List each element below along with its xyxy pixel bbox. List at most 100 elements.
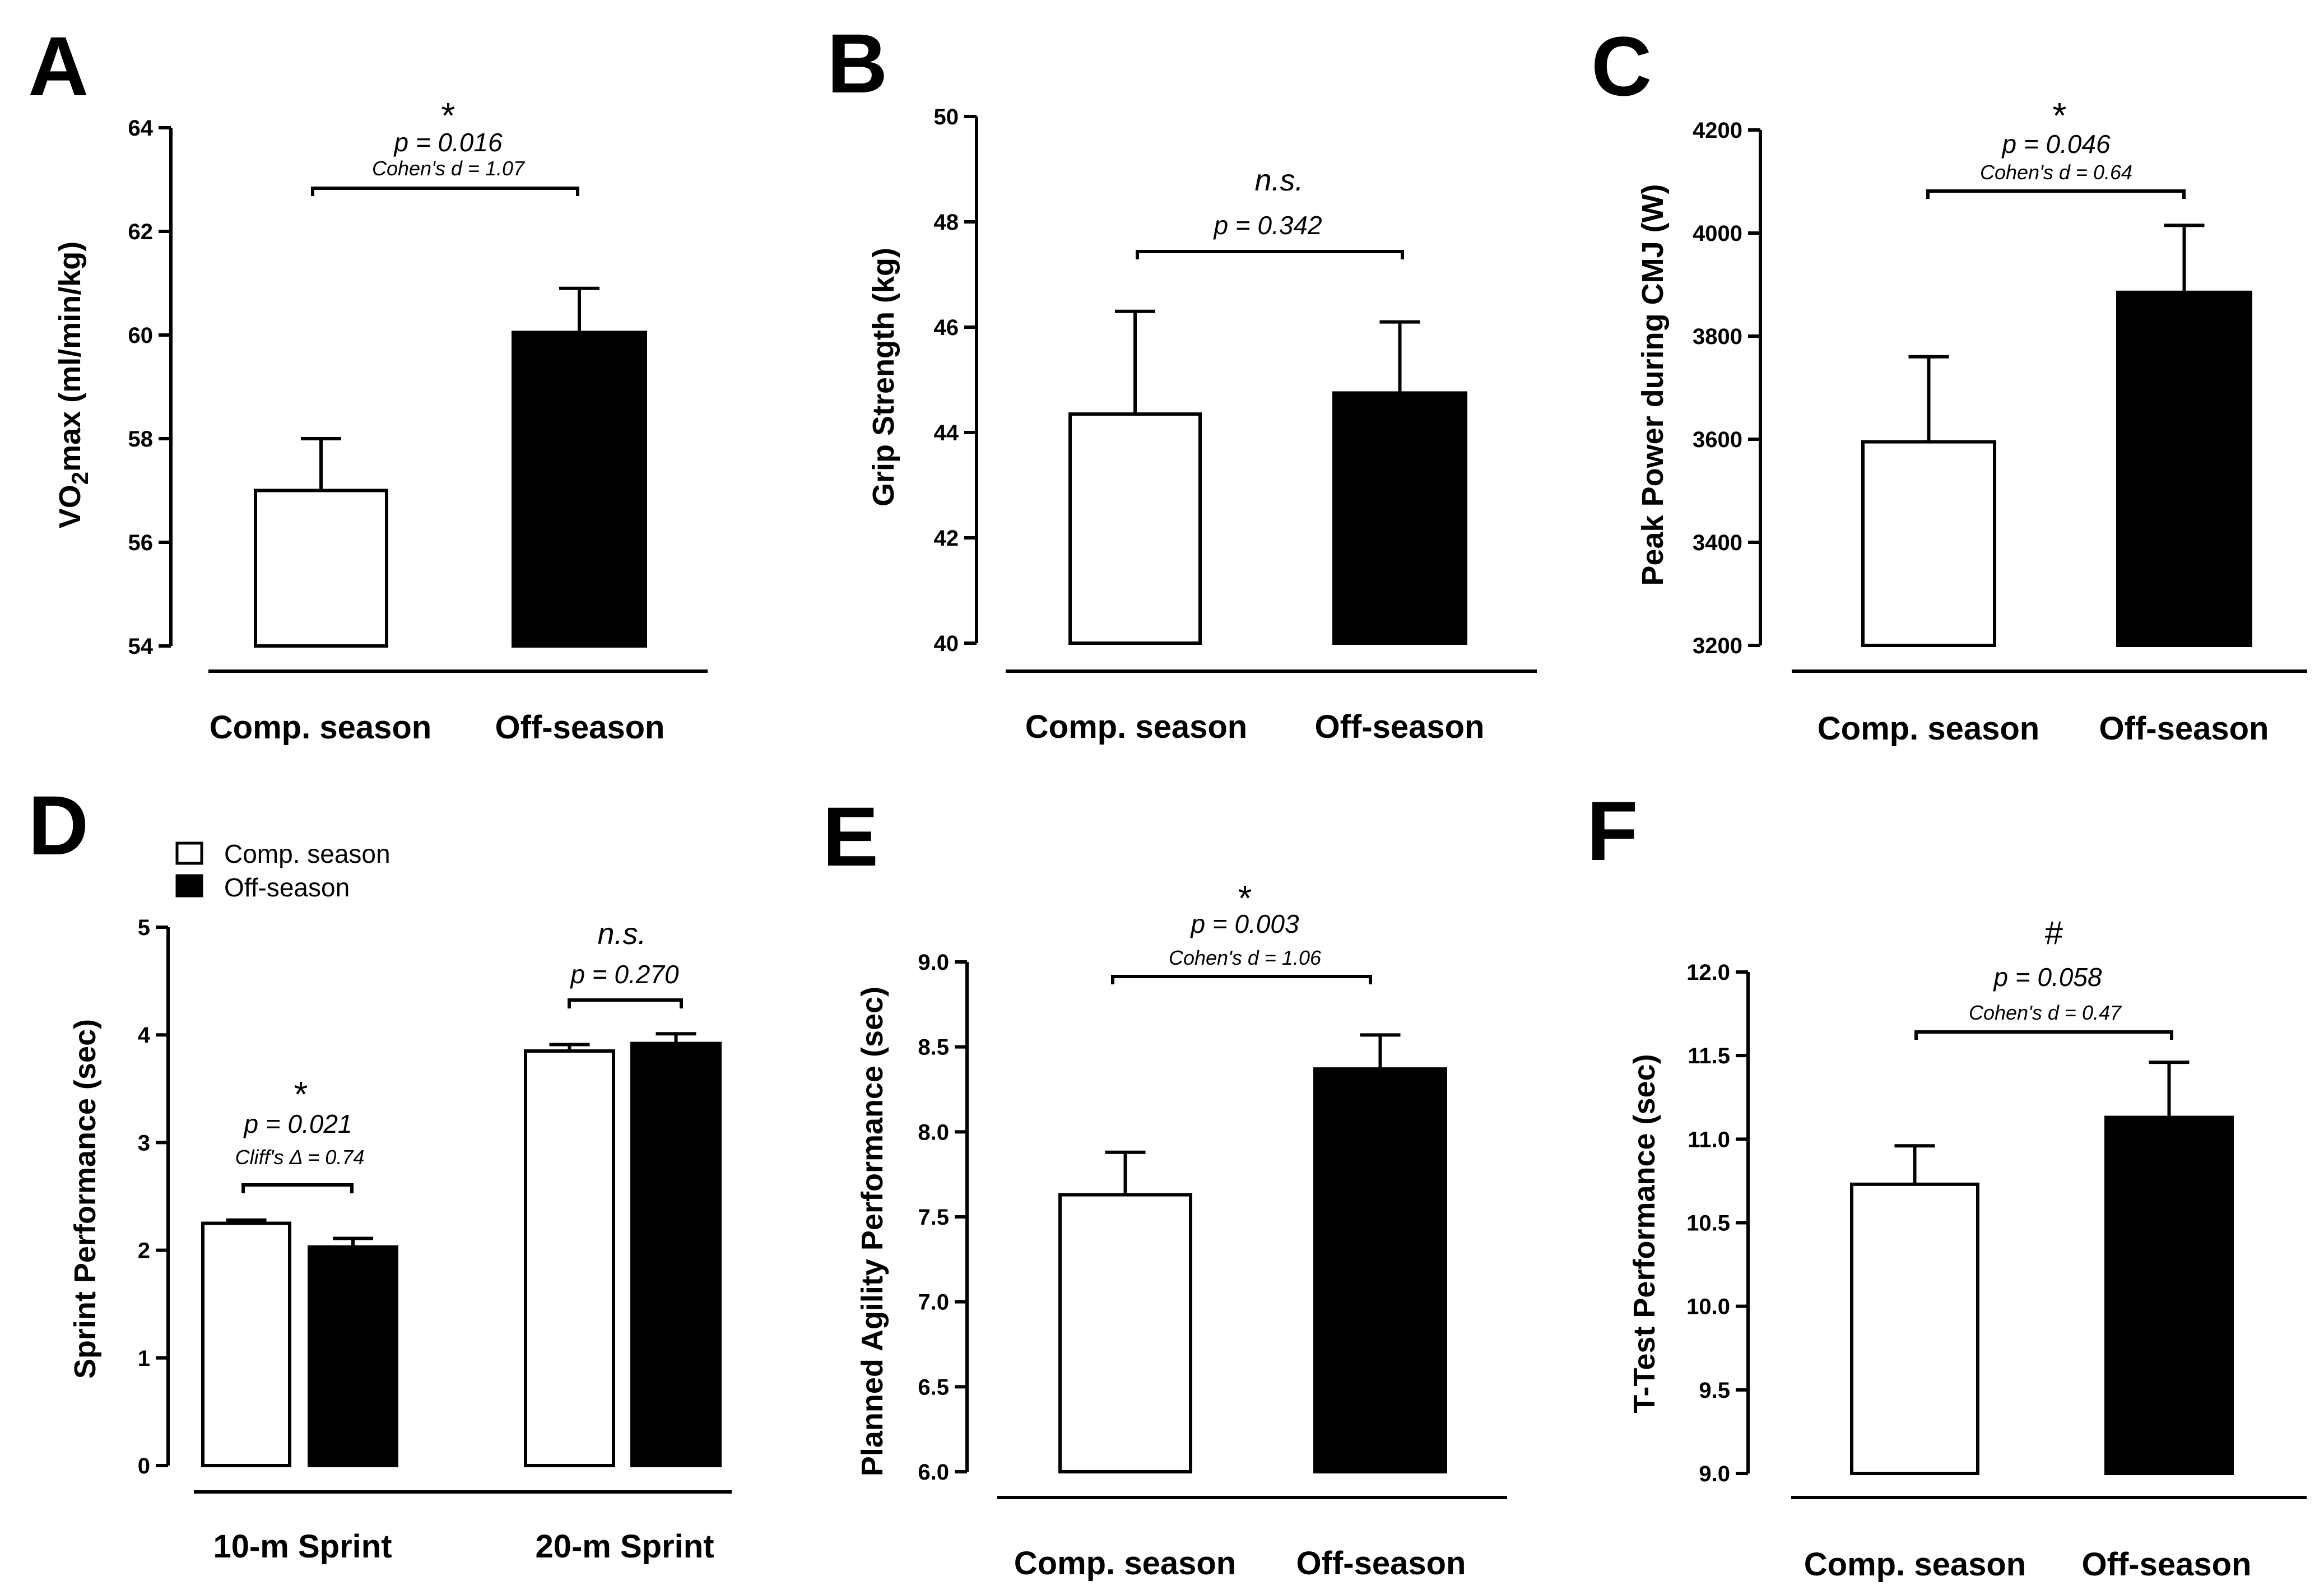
panel-f-ytick-label: 10.0 — [1686, 1295, 1730, 1319]
panel-a-yticks: 54 56 58 60 62 64 — [128, 116, 171, 659]
panel-b-ytick-label: 44 — [934, 421, 959, 445]
panel-c-star: * — [2053, 95, 2067, 136]
panel-a-ylabel: VO2max (ml/min/kg) — [53, 241, 93, 528]
panel-f-bracket — [1914, 1030, 2173, 1040]
panel-d-bar-g1-s0 — [524, 1049, 615, 1467]
panel-a-letter: A — [28, 19, 89, 113]
panel-c-ytick-label: 3800 — [1693, 324, 1742, 349]
panel-e-ytick-label: 6.0 — [918, 1460, 949, 1485]
panel-a-ytick-label: 58 — [128, 427, 154, 452]
panel-a-ytick-label: 56 — [128, 531, 154, 555]
panel-b-ns: n.s. — [1254, 164, 1303, 197]
panel-d-ytick-label: 3 — [138, 1131, 150, 1155]
panel-c-bracket — [1926, 189, 2186, 199]
panel-e-ylabel: Planned Agility Performance (sec) — [856, 987, 889, 1476]
panel-e-star: * — [1238, 878, 1252, 918]
panel-e-pvalue: p = 0.003 — [1189, 909, 1299, 938]
panel-a-star: * — [441, 95, 455, 136]
panel-d-bar-g0-s0 — [201, 1221, 291, 1468]
panel-d-effect-0: Cliff's Δ = 0.74 — [235, 1146, 365, 1169]
panel-c-ytick-label: 3200 — [1693, 634, 1742, 658]
panel-d-ytick-label: 5 — [138, 915, 150, 940]
panel-f-cat-0: Comp. season — [1804, 1546, 2026, 1583]
legend-label-off: Off-season — [224, 873, 350, 902]
panel-f-pvalue: p = 0.058 — [1992, 962, 2102, 992]
panel-d-ylabel: Sprint Performance (sec) — [68, 1019, 102, 1379]
panel-c-effect: Cohen's d = 0.64 — [1980, 161, 2132, 184]
panel-a-ytick-label: 62 — [128, 220, 154, 244]
panel-e-yticks: 6.0 6.5 7.0 7.5 8.0 8.5 9.0 — [918, 950, 967, 1485]
panel-e: E 6.0 6.5 7.0 7.5 8.0 8.5 9.0 Planned Agility … — [822, 789, 1507, 1582]
panel-e-cat-1: Off-season — [1296, 1545, 1466, 1582]
panel-b-ytick-label: 48 — [934, 210, 959, 235]
panel-b-ytick-label: 50 — [934, 105, 959, 129]
panel-a-ytick-label: 54 — [128, 634, 154, 659]
panel-f-ylabel: T-Test Performance (sec) — [1628, 1054, 1661, 1413]
panel-c-yticks: 3200 3400 3600 3800 4000 4200 — [1693, 118, 1760, 658]
panel-e-cat-0: Comp. season — [1014, 1545, 1236, 1582]
panel-a-bar-1 — [512, 331, 647, 648]
panel-d-ytick-label: 0 — [138, 1454, 150, 1478]
panel-d-ytick-label: 1 — [138, 1346, 150, 1371]
panel-c-ylabel: Peak Power during CMJ (W) — [1636, 184, 1670, 585]
panel-b-ytick-label: 42 — [934, 526, 959, 551]
panel-d-bar-g1-s1 — [630, 1041, 722, 1468]
panel-d-bar-g0-s1 — [308, 1245, 398, 1467]
panel-b-pvalue: p = 0.342 — [1212, 211, 1322, 240]
panel-f-bar-1 — [2104, 1115, 2234, 1476]
panel-e-bar-1 — [1313, 1067, 1447, 1473]
panel-c-letter: C — [1591, 19, 1652, 113]
panel-e-ytick-label: 8.0 — [918, 1120, 949, 1145]
panel-b: B 40 42 44 46 48 50 Grip Strength (kg) n.s. p… — [827, 16, 1537, 745]
panel-b-cat-0: Comp. season — [1025, 709, 1247, 745]
panel-b-bar-0 — [1068, 412, 1202, 645]
panel-d-pvalue-1: p = 0.270 — [569, 960, 679, 989]
panel-b-bracket — [1136, 250, 1404, 259]
panel-c-bars — [1861, 224, 2252, 647]
panel-e-ytick-label: 6.5 — [918, 1375, 949, 1399]
panel-d-letter: D — [28, 778, 89, 872]
panel-a-pvalue: p = 0.016 — [393, 128, 503, 157]
panel-f-effect: Cohen's d = 0.47 — [1969, 1001, 2122, 1024]
panel-c-ytick-label: 3400 — [1693, 531, 1742, 555]
panel-d-bars — [201, 1032, 722, 1468]
panel-d-ytick-label: 4 — [138, 1023, 151, 1048]
panel-c-ytick-label: 4000 — [1693, 221, 1742, 246]
panel-f-yticks: 9.0 9.5 10.0 10.5 11.0 11.5 12.0 — [1686, 960, 1748, 1486]
panel-f-letter: F — [1587, 784, 1638, 878]
panel-b-bars — [1068, 309, 1467, 645]
panel-e-ytick-label: 9.0 — [918, 950, 949, 975]
panel-c-bar-0 — [1861, 440, 1996, 647]
panel-f-ytick-label: 9.5 — [1699, 1378, 1730, 1403]
panel-d-star: * — [294, 1074, 308, 1114]
panel-f-bars — [1850, 1061, 2234, 1476]
panel-f-ytick-label: 10.5 — [1686, 1211, 1730, 1236]
panel-a-ytick-label: 60 — [128, 323, 154, 348]
panel-a-bar-0 — [254, 489, 388, 648]
panel-f-bar-0 — [1850, 1182, 1979, 1475]
panel-a-cat-1: Off-season — [495, 709, 665, 746]
panel-a: A 54 56 58 60 62 64 VO2max (ml/min/kg) * p = … — [28, 19, 708, 746]
panel-d-bracket-0 — [241, 1183, 354, 1193]
panel-c-cat-0: Comp. season — [1818, 710, 2039, 747]
panel-c: C 3200 3400 3600 3800 4000 4200 Peak Power du… — [1591, 19, 2307, 747]
panel-e-bracket — [1111, 975, 1372, 984]
panel-d-pvalue-0: p = 0.021 — [243, 1109, 352, 1138]
panel-a-ytick-label: 64 — [128, 116, 154, 141]
panel-a-cat-0: Comp. season — [210, 709, 431, 746]
panel-e-effect: Cohen's d = 1.06 — [1169, 946, 1322, 969]
panel-f-ytick-label: 11.5 — [1688, 1044, 1730, 1068]
panel-e-ytick-label: 7.5 — [918, 1205, 949, 1230]
panel-b-cat-1: Off-season — [1315, 709, 1485, 745]
panel-d-bracket-1 — [568, 998, 683, 1008]
legend-swatch-comp — [175, 841, 203, 865]
panel-f-ytick-label: 9.0 — [1699, 1462, 1730, 1486]
panel-e-ytick-label: 7.0 — [918, 1290, 949, 1315]
panel-b-ylabel: Grip Strength (kg) — [867, 248, 900, 506]
panel-f: F 9.0 9.5 10.0 10.5 11.0 11.5 12.0 T-Test Perf… — [1587, 784, 2307, 1583]
panel-c-ytick-label: 3600 — [1693, 427, 1742, 452]
panel-c-bar-1 — [2116, 290, 2252, 647]
panel-a-bracket — [311, 187, 579, 196]
legend-swatch-off — [175, 874, 203, 898]
